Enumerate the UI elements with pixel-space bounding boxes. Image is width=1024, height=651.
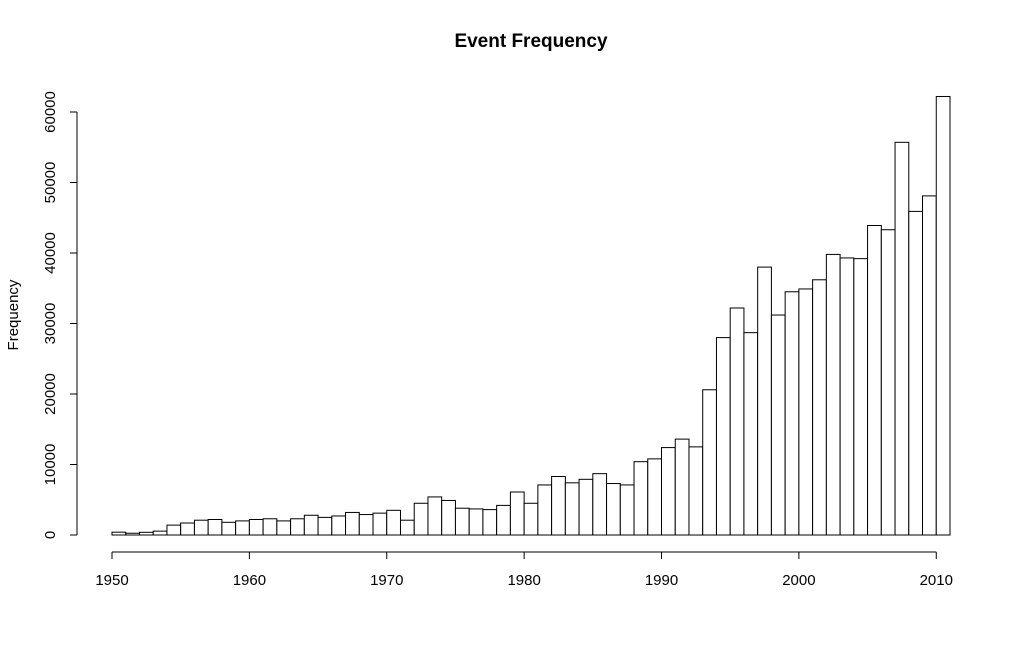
histogram-bar bbox=[908, 210, 924, 536]
histogram-bar bbox=[138, 531, 154, 536]
histogram-bar bbox=[125, 532, 140, 536]
histogram-bar bbox=[715, 337, 731, 536]
histogram-bar bbox=[207, 518, 223, 536]
histogram-bar bbox=[427, 496, 443, 536]
histogram-bar bbox=[922, 195, 937, 536]
histogram-bar bbox=[839, 257, 855, 536]
histogram-bar bbox=[935, 95, 951, 536]
histogram-bar bbox=[235, 520, 250, 536]
histogram-bar bbox=[647, 458, 663, 536]
histogram-bar bbox=[537, 484, 553, 536]
histogram-bar bbox=[303, 514, 319, 536]
histogram-bar bbox=[386, 509, 401, 536]
x-tick-label: 1980 bbox=[507, 572, 540, 589]
histogram-bar bbox=[729, 307, 745, 536]
histogram-bar bbox=[606, 483, 621, 536]
chart-title: Event Frequency bbox=[454, 31, 608, 52]
histogram-bar bbox=[867, 225, 882, 536]
y-tick-label: 20000 bbox=[42, 373, 59, 415]
histogram-bar bbox=[111, 531, 127, 536]
y-axis: 0 10000 20000 30000 40000 50000 60000 bbox=[42, 91, 78, 539]
x-tick-label: 1990 bbox=[645, 572, 678, 589]
histogram-bar bbox=[798, 288, 814, 536]
x-tick-label: 2010 bbox=[920, 572, 953, 589]
histogram-bar bbox=[482, 509, 498, 536]
histogram-bar bbox=[853, 258, 869, 536]
histogram-bar bbox=[688, 446, 704, 536]
histogram-bar bbox=[454, 507, 470, 536]
y-axis-label: Frequency bbox=[5, 279, 22, 350]
y-tick-label: 40000 bbox=[42, 232, 59, 274]
histogram-bar bbox=[152, 530, 168, 536]
histogram-bar bbox=[825, 253, 841, 536]
histogram-bar bbox=[399, 519, 415, 536]
histogram-bar bbox=[276, 520, 292, 536]
y-tick-label: 30000 bbox=[42, 303, 59, 345]
histogram-bar bbox=[509, 491, 525, 536]
histogram-bar bbox=[757, 266, 772, 536]
x-tick-label: 1950 bbox=[95, 572, 128, 589]
histogram-bar bbox=[578, 478, 594, 536]
histogram-bar bbox=[592, 473, 608, 536]
histogram-bar bbox=[702, 389, 717, 536]
histogram-bar bbox=[441, 499, 456, 536]
histogram-bar bbox=[619, 484, 635, 536]
histogram-bar bbox=[743, 332, 759, 536]
histogram-bar bbox=[317, 516, 333, 536]
histogram-bar bbox=[661, 447, 676, 536]
histogram-bar bbox=[894, 141, 910, 536]
histogram-bar bbox=[290, 518, 305, 536]
x-tick-label: 2000 bbox=[782, 572, 815, 589]
histogram-bar bbox=[468, 508, 484, 536]
histogram-bar bbox=[496, 504, 511, 536]
histogram-bar bbox=[784, 291, 800, 536]
histogram-bar bbox=[372, 512, 388, 536]
histogram-bar bbox=[812, 279, 827, 536]
y-tick-label: 60000 bbox=[42, 91, 59, 133]
histogram-bar bbox=[248, 518, 264, 536]
histogram-bar bbox=[633, 461, 649, 536]
x-tick-label: 1970 bbox=[370, 572, 403, 589]
histogram-bar bbox=[166, 524, 182, 536]
x-axis: 1950 1960 1970 1980 1990 2000 2010 bbox=[95, 551, 953, 589]
histogram-bar bbox=[564, 482, 580, 536]
y-tick-label: 50000 bbox=[42, 162, 59, 204]
histogram-bar bbox=[523, 502, 539, 536]
histogram-bar bbox=[180, 522, 195, 536]
histogram-bar bbox=[221, 521, 237, 536]
histogram-bar bbox=[770, 314, 786, 536]
histogram-bar bbox=[674, 438, 690, 536]
y-tick-label: 0 bbox=[42, 531, 59, 539]
y-tick-label: 10000 bbox=[42, 444, 59, 486]
histogram-bar bbox=[345, 511, 360, 536]
histogram-bar bbox=[262, 518, 278, 536]
histogram-bar bbox=[193, 519, 209, 536]
bars-group bbox=[111, 95, 951, 536]
histogram-bar bbox=[413, 502, 429, 536]
histogram-bar bbox=[551, 475, 566, 536]
x-tick-label: 1960 bbox=[233, 572, 266, 589]
histogram-bar bbox=[880, 229, 896, 536]
histogram-bar bbox=[331, 515, 347, 536]
histogram-bar bbox=[358, 514, 374, 536]
